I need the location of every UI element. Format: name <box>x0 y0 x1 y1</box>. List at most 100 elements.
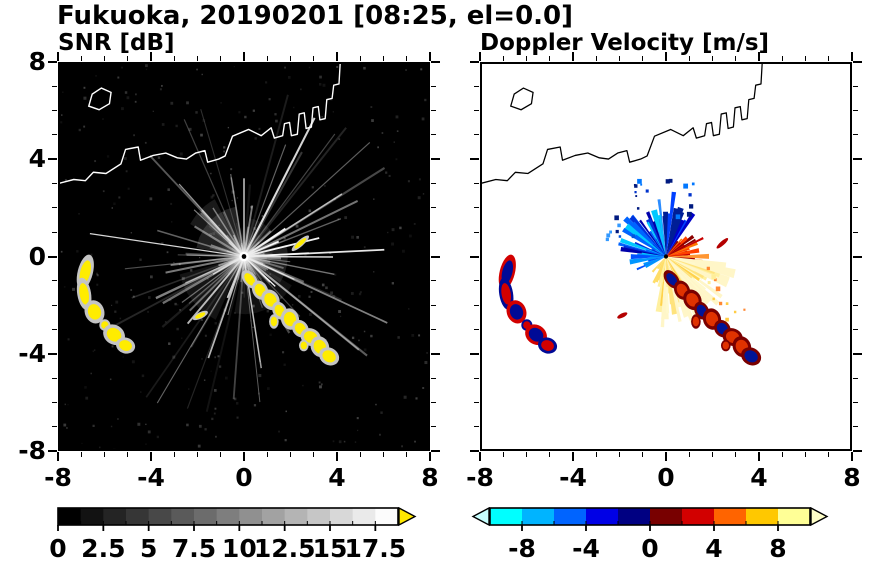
axis-tick <box>470 352 479 355</box>
axis-tick <box>470 450 479 452</box>
axis-tick <box>290 56 291 61</box>
axis-tick <box>474 85 479 87</box>
axis-tick <box>474 110 479 112</box>
axis-tick <box>336 452 338 461</box>
y-tick-label: -8 <box>18 436 46 465</box>
axis-tick <box>431 85 436 87</box>
axis-tick <box>431 183 436 185</box>
axis-tick <box>383 56 384 61</box>
axis-tick <box>828 452 830 457</box>
velocity-fans-group <box>618 191 736 328</box>
axis-tick <box>431 377 436 379</box>
radar-center <box>239 251 249 262</box>
axis-tick <box>853 352 862 355</box>
axis-tick <box>104 56 105 61</box>
axis-tick <box>688 452 690 457</box>
colorbar-tick-label: 12.5 <box>253 534 316 563</box>
axis-tick <box>220 56 222 61</box>
axis-tick <box>197 56 198 61</box>
axis-tick <box>781 452 783 457</box>
axis-tick <box>406 452 408 457</box>
axis-tick <box>431 61 440 63</box>
axis-tick <box>758 452 760 461</box>
axis-tick <box>642 452 644 457</box>
axis-tick <box>619 56 620 61</box>
axis-tick <box>406 56 408 61</box>
axis-tick <box>474 377 479 379</box>
y-tick-label: 4 <box>28 144 46 174</box>
axis-tick <box>665 452 667 461</box>
coast-group <box>482 64 763 184</box>
x-tick-label: -8 <box>466 463 494 492</box>
axis-tick <box>688 56 690 61</box>
snr-plot <box>58 62 430 451</box>
island-path <box>87 87 112 111</box>
axis-tick <box>828 56 830 61</box>
colorbar-tick-label: 10 <box>221 534 257 563</box>
axis-tick <box>665 52 667 61</box>
colorbar-tick-label: -4 <box>572 534 600 563</box>
axis-tick <box>220 452 222 457</box>
axis-tick <box>48 255 57 258</box>
axis-tick <box>474 328 479 330</box>
doppler-plot <box>480 62 852 451</box>
axis-tick <box>853 231 858 233</box>
doppler-colorbar <box>470 506 830 534</box>
axis-tick <box>595 56 597 61</box>
axis-tick <box>104 452 105 457</box>
axis-tick <box>431 401 436 403</box>
panel-title-doppler: Doppler Velocity [m/s] <box>480 30 770 56</box>
colorbar-tick-label: 0 <box>641 534 659 563</box>
doppler-field-svg <box>482 64 763 366</box>
figure-title: Fukuoka, 20190201 [08:25, el=0.0] <box>57 1 574 31</box>
axis-tick <box>48 61 57 63</box>
snr-colorbar <box>38 506 418 534</box>
speckle-group <box>60 64 428 449</box>
axis-tick <box>853 207 858 209</box>
axis-tick <box>431 426 436 428</box>
x-tick-label: 8 <box>843 463 861 492</box>
axis-tick <box>127 452 129 457</box>
x-tick-label: -8 <box>44 463 72 492</box>
axis-tick <box>52 110 57 112</box>
axis-tick <box>431 352 440 355</box>
axis-tick <box>431 110 436 112</box>
axis-tick <box>549 56 551 61</box>
colorbar-tick-label: -8 <box>508 534 536 563</box>
colorbar-over-arrow <box>398 506 417 527</box>
axis-tick <box>595 452 597 457</box>
axis-tick <box>359 56 361 61</box>
axis-tick <box>80 452 82 457</box>
axis-tick <box>173 452 175 457</box>
axis-tick <box>431 280 436 282</box>
axis-tick <box>313 56 315 61</box>
axis-tick <box>52 280 57 282</box>
axis-tick <box>853 304 858 306</box>
axis-tick <box>781 56 783 61</box>
x-tick-label: 4 <box>328 463 346 492</box>
colorbar-tick-label: 2.5 <box>81 534 126 563</box>
axis-tick <box>431 207 436 209</box>
axis-tick <box>853 401 858 403</box>
axis-tick <box>474 401 479 403</box>
axis-tick <box>431 231 436 233</box>
panel-title-snr: SNR [dB] <box>58 30 175 56</box>
axis-tick <box>758 52 760 61</box>
axis-tick <box>853 450 862 452</box>
axis-tick <box>431 255 440 258</box>
coast-group <box>60 64 341 184</box>
colorbar-tick-label: 0 <box>49 534 67 563</box>
axis-tick <box>52 134 57 136</box>
island-path <box>509 87 534 111</box>
axis-tick <box>474 280 479 282</box>
axis-tick <box>313 452 315 457</box>
x-tick-label: 8 <box>421 463 439 492</box>
axis-tick <box>712 56 713 61</box>
axis-tick <box>735 452 737 457</box>
axis-tick <box>431 450 440 452</box>
coastline-path <box>482 64 763 184</box>
axis-tick <box>266 56 268 61</box>
axis-tick <box>474 134 479 136</box>
axis-tick <box>851 52 853 61</box>
axis-tick <box>474 207 479 209</box>
